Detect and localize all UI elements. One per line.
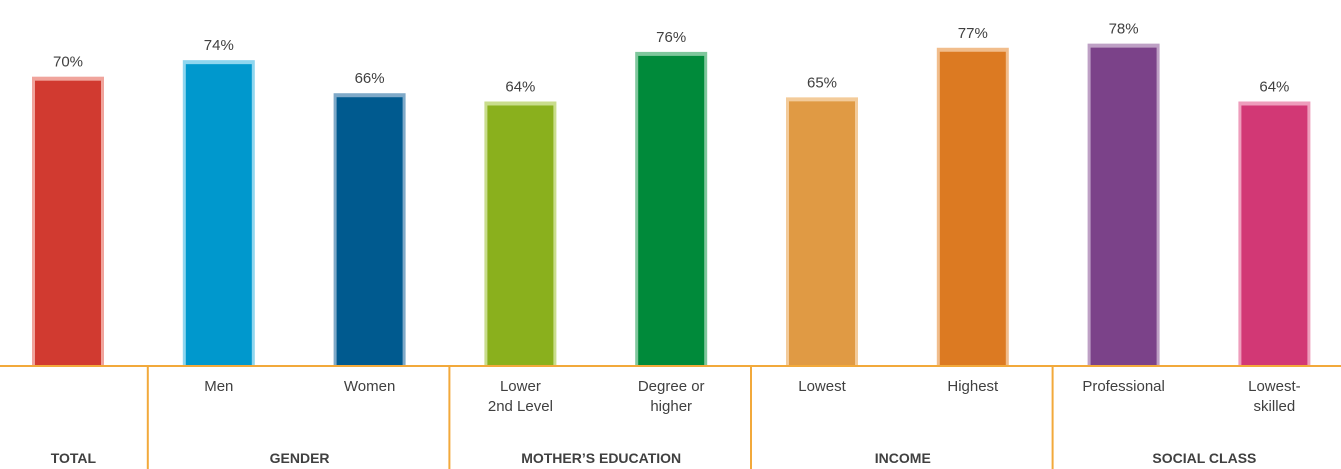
value-label-lowest-income: 65% (807, 74, 837, 91)
category-label-men: Men (204, 378, 233, 395)
category-label-degree-or-higher: Degree or (638, 378, 705, 395)
group-label-gender: GENDER (270, 450, 330, 466)
value-label-lowest-skilled: 64% (1259, 78, 1289, 95)
category-label-women: Women (344, 378, 395, 395)
bar-highest-income (936, 47, 1009, 366)
bar-women (333, 93, 406, 367)
bar-men (182, 60, 255, 367)
category-label-lowest-skilled: skilled (1254, 398, 1296, 415)
bar-fill-lower-2nd-level (487, 105, 554, 366)
category-label-professional: Professional (1082, 378, 1165, 395)
category-label-lower-2nd-level: 2nd Level (488, 398, 553, 415)
bar-fill-highest-income (939, 51, 1006, 366)
value-label-professional: 78% (1109, 21, 1139, 38)
category-label-highest-income: Highest (947, 378, 999, 395)
bar-degree-or-higher (635, 51, 708, 366)
bar-fill-women (336, 97, 403, 367)
category-label-degree-or-higher: higher (650, 398, 692, 415)
value-label-lower-2nd-level: 64% (505, 78, 535, 95)
group-label-mothers-education: MOTHER’S EDUCATION (521, 450, 681, 466)
category-label-lowest-income: Lowest (798, 378, 846, 395)
bar-professional (1087, 43, 1160, 366)
group-label-total: TOTAL (51, 450, 97, 466)
value-label-women: 66% (355, 70, 385, 87)
bar-lower-2nd-level (484, 101, 557, 366)
category-label-lowest-skilled: Lowest- (1248, 378, 1301, 395)
bar-fill-professional (1090, 47, 1157, 366)
bar-fill-lowest-skilled (1241, 105, 1308, 366)
bar-fill-men (185, 64, 252, 367)
value-label-men: 74% (204, 37, 234, 54)
group-label-income: INCOME (875, 450, 931, 466)
bar-total (32, 76, 104, 366)
bar-lowest-skilled (1238, 101, 1311, 366)
bar-lowest-income (786, 97, 858, 366)
bar-fill-lowest-income (789, 101, 855, 366)
bar-fill-degree-or-higher (638, 55, 705, 366)
category-label-lower-2nd-level: Lower (500, 378, 541, 395)
value-label-highest-income: 77% (958, 25, 988, 42)
value-label-degree-or-higher: 76% (656, 29, 686, 46)
value-label-total: 70% (53, 54, 83, 71)
bar-fill-total (35, 80, 101, 366)
group-label-social-class: SOCIAL CLASS (1152, 450, 1256, 466)
